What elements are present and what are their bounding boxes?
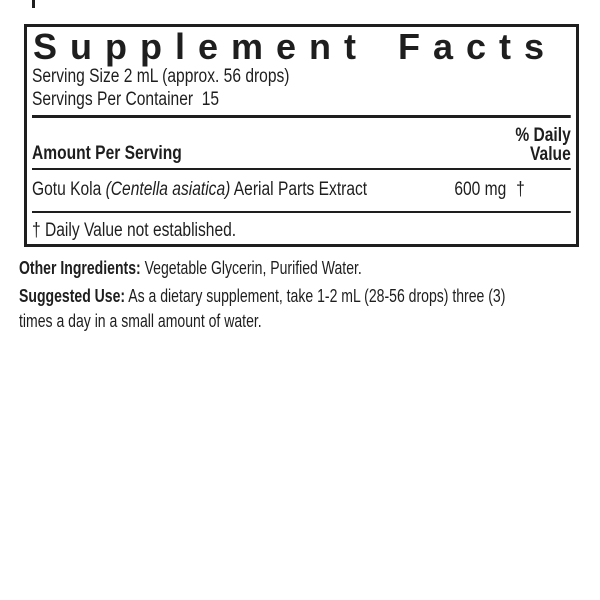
suggested-use-text: As a dietary supplement, take 1-2 mL (28… bbox=[19, 286, 506, 331]
print-tick-mark bbox=[32, 0, 35, 8]
column-header-row: Amount Per Serving % Daily Value bbox=[32, 126, 571, 164]
ingredient-name-plain: Gotu Kola bbox=[32, 179, 106, 200]
daily-value-header-line2: Value bbox=[530, 144, 571, 165]
serving-size-line: Serving Size 2 mL (approx. 56 drops) bbox=[32, 66, 290, 87]
ingredient-name-rest: Aerial Parts Extract bbox=[230, 179, 368, 200]
panel-body: Serving Size 2 mL (approx. 56 drops) Ser… bbox=[32, 65, 571, 244]
ingredient-botanical-name: (Centella asiatica) bbox=[105, 179, 231, 200]
daily-value-symbol: † bbox=[516, 179, 525, 200]
divider-thin-bottom bbox=[32, 211, 571, 213]
suggested-use-label: Suggested Use: bbox=[19, 286, 126, 306]
ingredient-name: Gotu Kola (Centella asiatica) Aerial Par… bbox=[32, 179, 367, 201]
other-ingredients-paragraph: Other Ingredients: Vegetable Glycerin, P… bbox=[19, 256, 522, 281]
divider-thin-top bbox=[32, 168, 571, 170]
supplement-facts-panel: Supplement Facts Serving Size 2 mL (appr… bbox=[24, 24, 579, 247]
amount-per-serving-header: Amount Per Serving bbox=[32, 143, 182, 164]
daily-value-header-line1: % Daily bbox=[515, 125, 571, 146]
other-ingredients-label: Other Ingredients: bbox=[19, 258, 141, 278]
panel-title: Supplement Facts bbox=[33, 26, 558, 67]
daily-value-footnote: † Daily Value not established. bbox=[32, 220, 237, 241]
suggested-use-paragraph: Suggested Use: As a dietary supplement, … bbox=[19, 284, 522, 334]
ingredient-row: Gotu Kola (Centella asiatica) Aerial Par… bbox=[32, 170, 571, 211]
bottom-text-block: Other Ingredients: Vegetable Glycerin, P… bbox=[19, 256, 522, 334]
divider-heavy bbox=[32, 115, 571, 118]
ingredient-amount-cell: 600 mg † bbox=[454, 179, 524, 201]
servings-per-container-line: Servings Per Container 15 bbox=[32, 89, 220, 110]
daily-value-header: % Daily Value bbox=[515, 126, 570, 164]
other-ingredients-text: Vegetable Glycerin, Purified Water. bbox=[140, 258, 362, 278]
ingredient-amount: 600 mg bbox=[454, 179, 507, 200]
